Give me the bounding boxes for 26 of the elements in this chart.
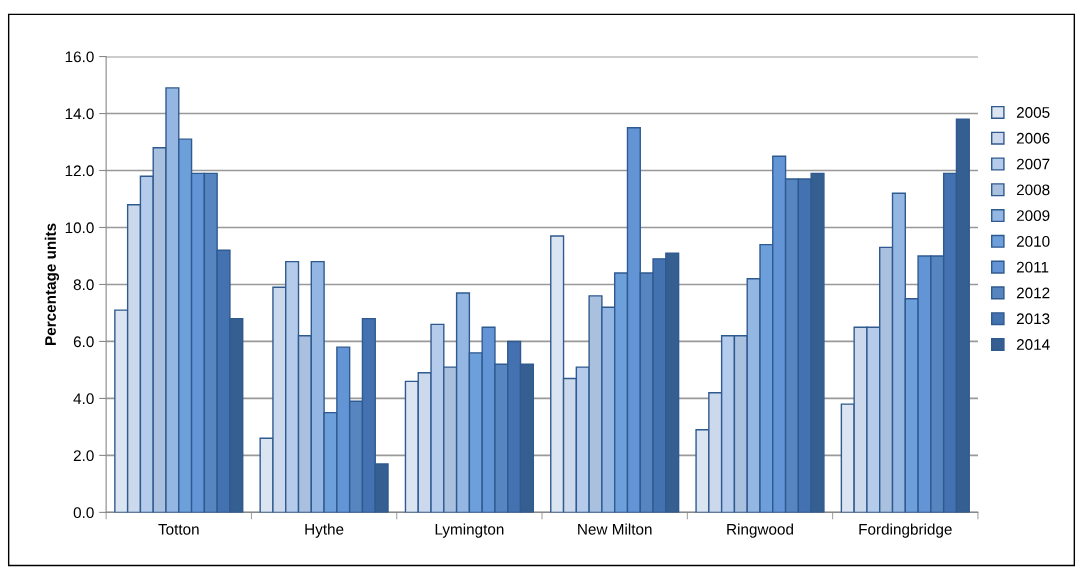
y-tick-label: 12.0	[65, 165, 94, 177]
y-tick-label: 8.0	[73, 279, 94, 291]
y-tick-label: 10.0	[65, 222, 94, 234]
legend-label: 2010	[1016, 235, 1050, 247]
y-tick-label: 6.0	[73, 336, 94, 348]
legend-label: 2006	[1016, 132, 1050, 144]
y-tick-label: 4.0	[73, 393, 94, 405]
legend-label: 2012	[1016, 287, 1050, 299]
x-tick-label: Ringwood	[727, 523, 793, 538]
legend-label: 2014	[1016, 339, 1050, 350]
x-tick-label: Fordingbridge	[859, 523, 952, 538]
legend-label: 2011	[1016, 261, 1049, 273]
y-tick-label: 0.0	[73, 507, 94, 519]
legend-label: 2007	[1016, 158, 1050, 170]
y-tick-label: 16.0	[65, 51, 94, 63]
y-axis-title: Percentage units	[44, 223, 60, 345]
y-tick-label: 2.0	[73, 450, 94, 462]
x-tick-label: Lymington	[435, 523, 504, 538]
x-tick-label: Hythe	[305, 523, 344, 538]
x-tick-label: Totton	[158, 524, 199, 535]
x-tick-label: New Milton	[578, 523, 652, 535]
legend-label: 2008	[1016, 184, 1050, 196]
y-tick-label: 14.0	[65, 108, 94, 120]
legend-label: 2005	[1016, 107, 1050, 118]
legend-label: 2009	[1016, 210, 1050, 222]
legend-label: 2013	[1016, 313, 1050, 325]
